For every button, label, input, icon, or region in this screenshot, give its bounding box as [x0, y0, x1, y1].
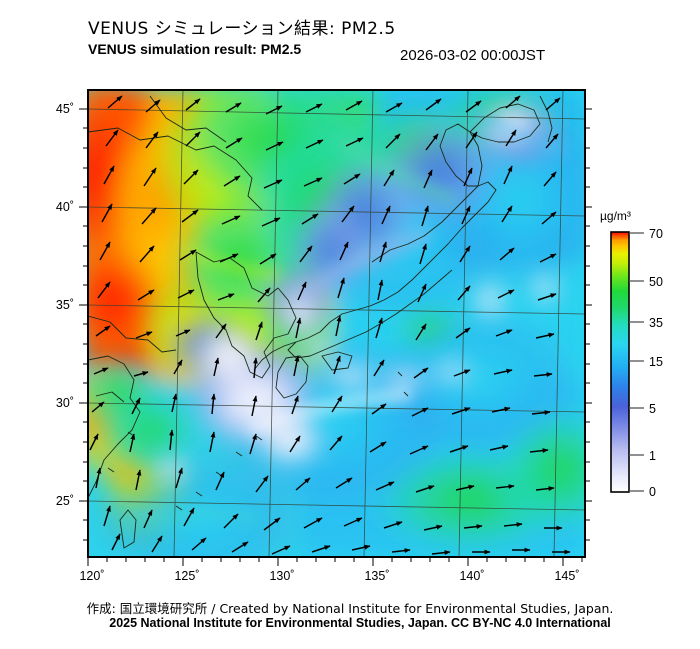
- colorbar-gradient: [610, 231, 630, 493]
- caption-credit: 作成: 国立環境研究所 / Created by National Instit…: [86, 601, 614, 616]
- y-axis-ticklabels: 45˚ 40˚ 35˚ 30˚ 25˚: [56, 102, 74, 508]
- colorbar-ticklabels: 70 50 35 15 5 1 0: [649, 227, 663, 499]
- axis-ticks-right: [585, 108, 592, 541]
- coastlines: [88, 95, 553, 549]
- wind-vector-field: [89, 95, 571, 556]
- title-english: VENUS simulation result: PM2.5: [88, 41, 302, 57]
- colorbar-ticklabel: 70: [649, 227, 663, 241]
- x-ticklabel: 120˚: [79, 569, 104, 583]
- y-ticklabel: 45˚: [56, 102, 74, 116]
- y-ticklabel: 30˚: [56, 396, 74, 410]
- y-ticklabel: 25˚: [56, 494, 74, 508]
- x-ticklabel: 145˚: [554, 569, 579, 583]
- colorbar-unit-label: µg/m³: [600, 209, 631, 223]
- title-japanese: VENUS シミュレーション結果: PM2.5: [88, 19, 396, 39]
- colorbar-ticklabel: 15: [649, 355, 663, 369]
- graticule: [88, 90, 585, 557]
- colorbar-ticklabel: 50: [649, 275, 663, 289]
- axis-ticks-bottom: [87, 557, 583, 566]
- colorbar: µg/m³ 70 50 35 15 5 1 0: [600, 209, 663, 499]
- colorbar-ticks: [629, 232, 644, 492]
- y-ticklabel: 35˚: [56, 298, 74, 312]
- x-ticklabel: 140˚: [459, 569, 484, 583]
- colorbar-ticklabel: 35: [649, 316, 663, 330]
- x-ticklabel: 130˚: [269, 569, 294, 583]
- caption-license: 2025 National Institute for Environmenta…: [109, 616, 611, 630]
- x-ticklabel: 135˚: [364, 569, 389, 583]
- x-ticklabel: 125˚: [174, 569, 199, 583]
- axis-ticks-left: [79, 108, 88, 541]
- colorbar-ticklabel: 0: [649, 485, 656, 499]
- x-axis-ticklabels: 120˚ 125˚ 130˚ 135˚ 140˚ 145˚: [79, 569, 579, 583]
- colorbar-ticklabel: 1: [649, 449, 656, 463]
- y-ticklabel: 40˚: [56, 200, 74, 214]
- colorbar-ticklabel: 5: [649, 402, 656, 416]
- title-datetime: 2026-03-02 00:00JST: [400, 47, 546, 64]
